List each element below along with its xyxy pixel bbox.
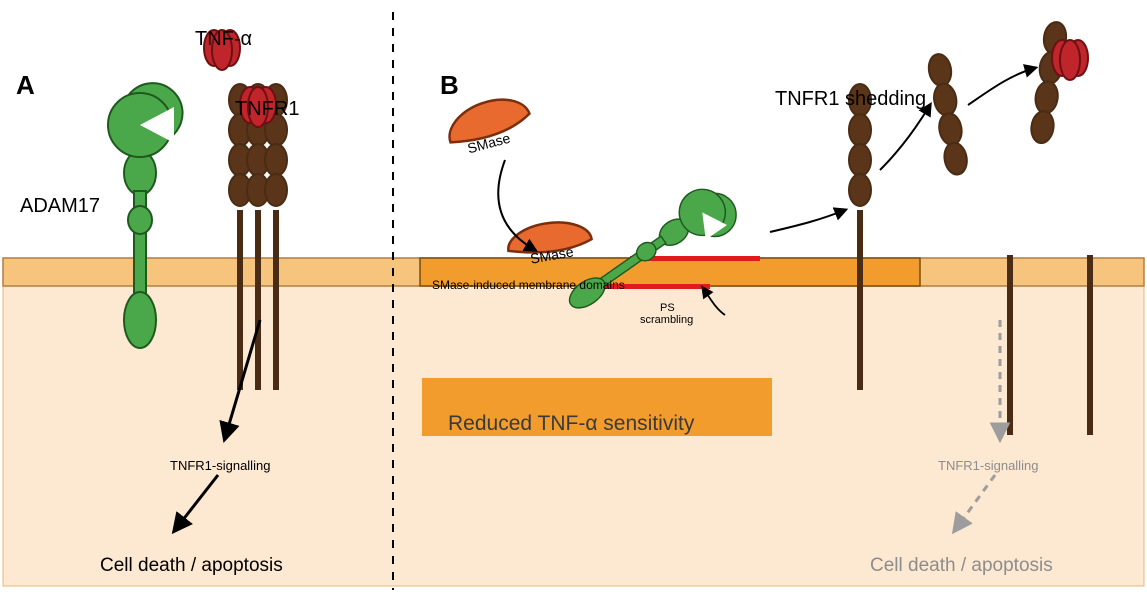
- arrow-shed-2: [968, 68, 1035, 105]
- tnfr1-stub-1: [1007, 255, 1013, 435]
- label-panelA: A: [16, 70, 35, 101]
- label-psScrambling2: scrambling: [640, 314, 693, 326]
- label-adam17: ADAM17: [20, 195, 100, 218]
- label-reducedBox: Reduced TNF-α sensitivity: [448, 412, 694, 436]
- label-cellDeathB: Cell death / apoptosis: [870, 555, 1053, 577]
- label-tnfr1shed: TNFR1 shedding: [775, 88, 926, 111]
- label-panelB: B: [440, 70, 459, 101]
- tnfr1-shed-1: [926, 52, 969, 176]
- label-tnfr1sigA: TNFR1-signalling: [170, 458, 270, 473]
- label-tnfa: TNF-α: [195, 28, 252, 51]
- diagram-stage: A B ADAM17 TNF-α TNFR1 TNFR1-signalling Cell d…: [0, 0, 1147, 601]
- arrow-adam17-cleave: [770, 210, 845, 232]
- label-psScrambling: PS: [660, 302, 675, 314]
- tnfr1-stub-2: [1087, 255, 1093, 435]
- label-cellDeathA: Cell death / apoptosis: [100, 555, 283, 577]
- label-tnfr1sigB: TNFR1-signalling: [938, 458, 1038, 473]
- label-smaseDomain: SMase-induced membrane domains: [432, 278, 625, 292]
- label-tnfr1: TNFR1: [235, 98, 299, 121]
- tnf-alpha-b: [1052, 40, 1088, 80]
- tnfr1-trimer-a: [229, 84, 287, 390]
- diagram-svg: [0, 0, 1147, 601]
- arrow-shed-1: [880, 105, 930, 170]
